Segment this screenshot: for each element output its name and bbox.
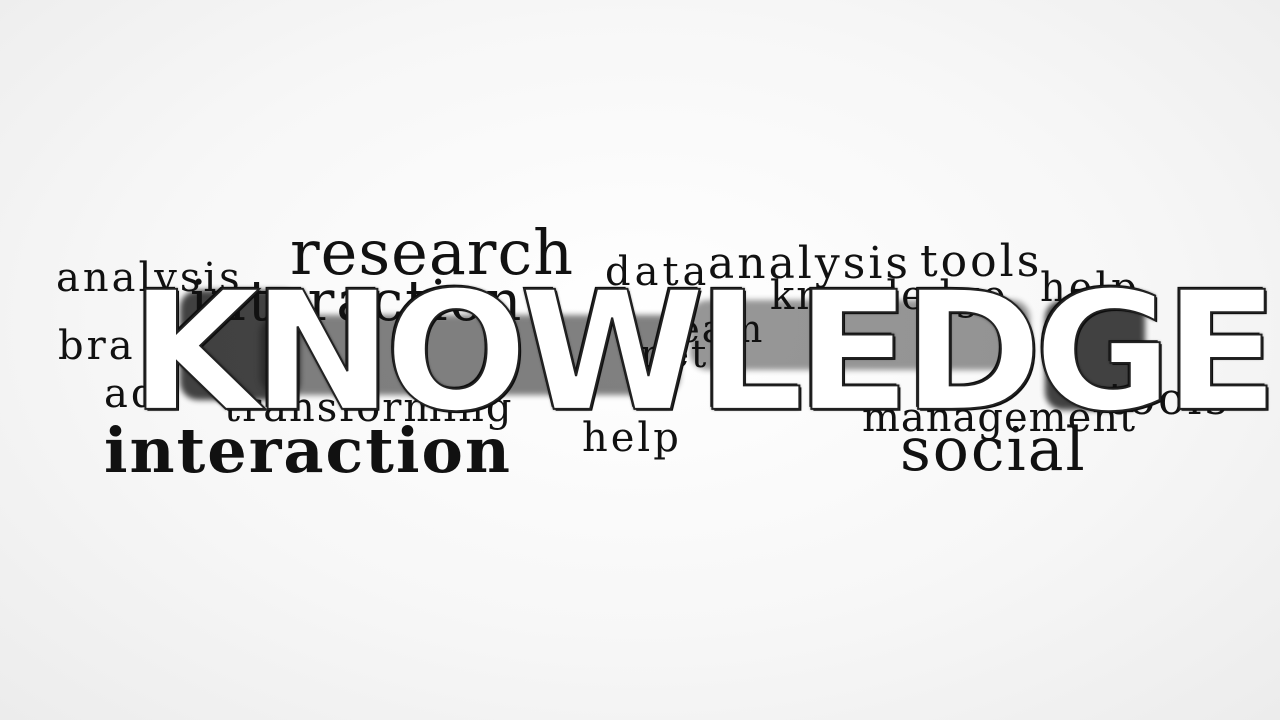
word-social: social (900, 415, 1087, 485)
word-team: team (660, 307, 765, 351)
ink-blot (1045, 300, 1145, 410)
word-knowledge-small: knowledge (770, 273, 1008, 319)
headline-knowledge: KNOWLEDGE (129, 255, 1280, 449)
word-interaction: interaction (104, 414, 512, 487)
word-tools-top: tools (920, 236, 1043, 287)
word-tools-right: tools (1108, 374, 1231, 425)
word-help: help (582, 415, 682, 461)
word-transforming: transforming (224, 385, 514, 431)
word-advice: ad (104, 371, 160, 417)
word-analysis: analysis (56, 255, 243, 301)
word-interaction-behind: interaction (190, 269, 524, 334)
word-data: data (605, 249, 711, 295)
word-analysis-right: analysis (708, 238, 911, 289)
word-net: net (640, 332, 709, 376)
word-management: management (862, 395, 1137, 441)
ink-blot (690, 300, 1030, 370)
word-research: research (290, 216, 575, 289)
word-brainstorm: bra (58, 323, 136, 369)
word-help-top: help (1040, 265, 1140, 311)
ink-blot (260, 315, 680, 395)
